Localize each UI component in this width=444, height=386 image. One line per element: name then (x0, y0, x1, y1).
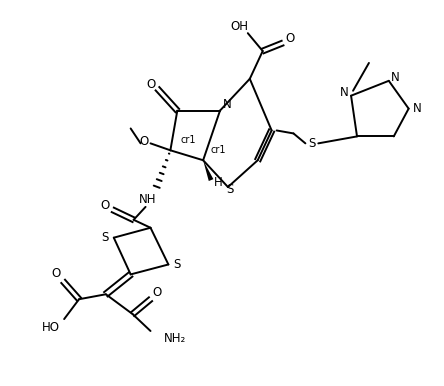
Text: O: O (285, 32, 294, 45)
Text: OH: OH (231, 20, 249, 33)
Text: O: O (100, 200, 110, 212)
Text: N: N (222, 98, 231, 111)
Text: O: O (153, 286, 162, 299)
Text: N: N (391, 71, 400, 84)
Text: N: N (340, 86, 349, 99)
Text: O: O (146, 78, 155, 91)
Text: H: H (214, 176, 222, 189)
Text: S: S (309, 137, 316, 150)
Text: NH₂: NH₂ (163, 332, 186, 345)
Text: N: N (413, 102, 422, 115)
Text: O: O (139, 135, 148, 148)
Text: cr1: cr1 (181, 135, 196, 146)
Text: S: S (226, 183, 234, 196)
Text: O: O (52, 267, 61, 280)
Text: S: S (174, 258, 181, 271)
Text: HO: HO (42, 320, 60, 334)
Text: NH: NH (139, 193, 156, 207)
Text: cr1: cr1 (210, 145, 226, 155)
Text: S: S (101, 231, 108, 244)
Polygon shape (203, 160, 214, 181)
